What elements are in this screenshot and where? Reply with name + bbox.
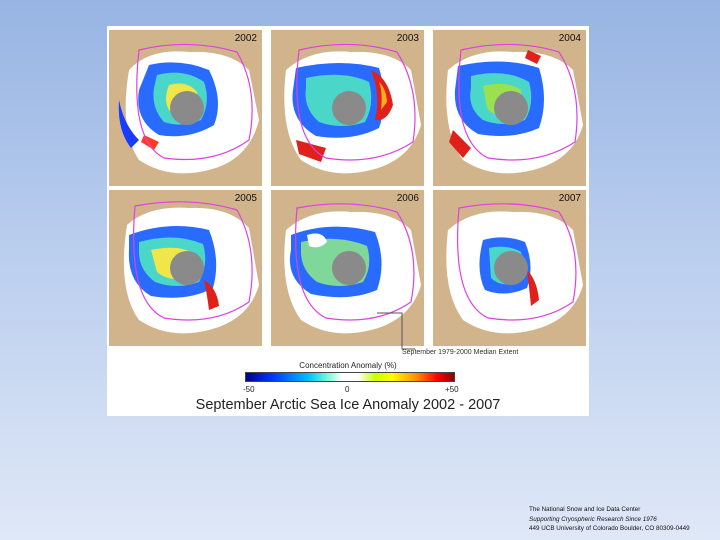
arctic-map-2007 — [446, 203, 583, 334]
map-panel-2002: 2002 — [109, 30, 262, 186]
sea-ice-anomaly-figure: 2002 2003 2004 — [107, 26, 589, 416]
credit-tagline: Supporting Cryospheric Research Since 19… — [529, 515, 657, 523]
map-panel-2005: 2005 — [109, 190, 262, 346]
median-extent-label: September 1979-2000 Median Extent — [402, 349, 519, 356]
colorbar-min-label: -50 — [243, 385, 255, 394]
figure-title: September Arctic Sea Ice Anomaly 2002 - … — [195, 397, 501, 413]
median-extent-leader-line — [377, 312, 415, 350]
map-panel-2006: 2006 — [271, 190, 424, 346]
arctic-map-2004 — [446, 43, 583, 174]
arctic-map-2002 — [118, 43, 260, 174]
credit-block: The National Snow and Ice Data Center Su… — [529, 505, 690, 534]
arctic-map-2003 — [284, 43, 421, 174]
panel-year-label: 2004 — [558, 33, 581, 44]
panel-year-label: 2007 — [558, 193, 581, 204]
concentration-colorbar — [245, 372, 455, 382]
colorbar-mid-label: 0 — [345, 385, 350, 394]
panel-year-label: 2003 — [396, 33, 419, 44]
legend-title: Concentration Anomaly (%) — [299, 361, 397, 370]
map-panel-2007: 2007 — [433, 190, 586, 346]
arctic-map-2006 — [284, 203, 421, 334]
panel-year-label: 2006 — [396, 193, 419, 204]
map-panel-2003: 2003 — [271, 30, 424, 186]
map-panel-2004: 2004 — [433, 30, 586, 186]
credit-org: The National Snow and Ice Data Center — [529, 506, 641, 513]
credit-address: 449 UCB University of Colorado Boulder, … — [529, 525, 690, 532]
arctic-map-2005 — [123, 201, 259, 334]
panel-year-label: 2005 — [234, 193, 257, 204]
panel-year-label: 2002 — [234, 33, 257, 44]
colorbar-max-label: +50 — [445, 385, 459, 394]
